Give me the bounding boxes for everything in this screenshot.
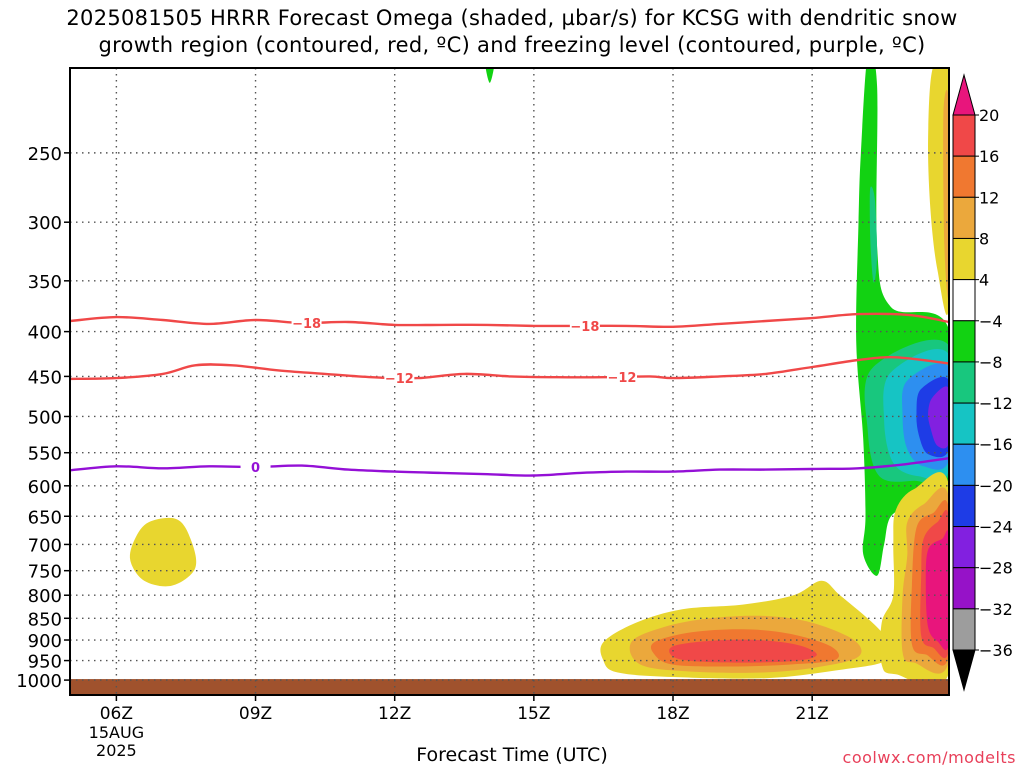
contour-label-bg-1-0 [384, 369, 415, 386]
colorbar-label-5: −4 [979, 312, 1003, 331]
colorbar-label-3: 8 [979, 229, 989, 248]
y-tick-label-350: 350 [28, 272, 62, 293]
colorbar-swatch-3 [952, 237, 976, 281]
omega-region-6 [869, 186, 878, 283]
x-axis-label: Forecast Time (UTC) [416, 744, 608, 766]
x-tick-label-09Z: 09Z [239, 704, 272, 724]
colorbar-swatch-0 [952, 114, 976, 157]
contour-label-bg-0-1 [569, 317, 600, 334]
x-tick-label-15Z: 15Z [517, 704, 550, 724]
y-tick-label-450: 450 [28, 367, 62, 388]
x-date-label-1: 2025 [96, 741, 137, 760]
omega-region-4 [669, 639, 817, 663]
x-date-label-0: 15AUG [89, 723, 144, 742]
colorbar-swatch-7 [952, 402, 976, 445]
colorbar-label-12: −32 [979, 600, 1013, 619]
y-tick-label-250: 250 [28, 144, 62, 165]
colorbar-swatch-12 [952, 608, 976, 651]
colorbar-swatch-6 [952, 361, 976, 404]
y-tick-label-400: 400 [28, 323, 62, 344]
colorbar-label-0: 20 [979, 106, 999, 125]
contour-0 [70, 457, 949, 477]
contour-label--12: −12 [385, 372, 414, 387]
y-tick-label-600: 600 [28, 477, 62, 498]
colorbar-label-1: 16 [979, 147, 999, 166]
contour-label--18: −18 [570, 320, 599, 335]
colorbar-swatch-8 [952, 443, 976, 486]
y-tick-label-500: 500 [28, 407, 62, 428]
y-tick-label-750: 750 [28, 562, 62, 583]
colorbar-swatch-10 [952, 526, 976, 569]
contour--18 [70, 312, 949, 329]
omega-region-11 [928, 386, 949, 449]
y-tick-label-300: 300 [28, 213, 62, 234]
colorbar-swatch-1 [952, 155, 976, 198]
surface-band [70, 679, 949, 695]
colorbar-swatch-4 [952, 279, 976, 322]
x-tick-label-06Z: 06Z [100, 704, 133, 724]
y-tick-label-700: 700 [28, 535, 62, 556]
colorbar-swatch-5 [952, 320, 976, 363]
contour-label-bg-2-0 [240, 458, 271, 475]
y-tick-label-1000: 1000 [16, 671, 62, 692]
colorbar-swatch-9 [952, 484, 976, 528]
x-tick-label-18Z: 18Z [656, 704, 689, 724]
grid-lines [70, 68, 949, 695]
colorbar-swatch-2 [952, 196, 976, 239]
chart-title-line-1: 2025081505 HRRR Forecast Omega (shaded, … [66, 6, 958, 30]
plot-frame [69, 67, 950, 696]
colorbar-swatch-11 [952, 567, 976, 610]
colorbar-bottom-arrow [952, 649, 976, 692]
contour-label-bg-1-1 [606, 368, 637, 385]
colorbar-label-6: −8 [979, 353, 1003, 372]
colorbar-top-arrow [952, 73, 976, 116]
contour-label-bg-0-0 [291, 314, 322, 331]
contour-label--12: −12 [607, 371, 636, 386]
contour-label-0: 0 [251, 461, 260, 476]
y-tick-label-650: 650 [28, 507, 62, 528]
colorbar-label-11: −28 [979, 559, 1013, 578]
axes: 2503003504004505005506006507007508008509… [16, 67, 950, 760]
y-tick-label-550: 550 [28, 444, 62, 465]
colorbar-label-7: −12 [979, 394, 1013, 413]
colorbar: 20 16 12 8 4 −4 −8 −12 −16 −20 −24 −28 −32 −36 [952, 73, 1013, 692]
colorbar-label-4: 4 [979, 271, 989, 290]
temperature-contours: −18 −18 −12 −12 0 [70, 312, 949, 477]
colorbar-label-8: −16 [979, 435, 1013, 454]
x-tick-label-21Z: 21Z [796, 704, 829, 724]
x-tick-label-12Z: 12Z [378, 704, 411, 724]
colorbar-label-9: −20 [979, 476, 1013, 495]
omega-shading [70, 68, 949, 695]
omega-region-18 [925, 530, 949, 651]
y-tick-label-850: 850 [28, 609, 62, 630]
omega-region-13 [943, 89, 949, 299]
y-tick-label-950: 950 [28, 652, 62, 673]
y-tick-label-800: 800 [28, 586, 62, 607]
omega-region-19 [485, 68, 494, 83]
colorbar-label-13: −36 [979, 641, 1013, 660]
source-credit: coolwx.com/modelts [842, 748, 1016, 767]
colorbar-label-10: −24 [979, 518, 1013, 537]
colorbar-label-2: 12 [979, 188, 999, 207]
contour--12 [70, 356, 949, 381]
contour-label--18: −18 [292, 317, 321, 332]
omega-region-0 [129, 517, 197, 587]
chart-title-line-2: growth region (contoured, red, ºC) and f… [98, 33, 926, 57]
y-tick-label-900: 900 [28, 631, 62, 652]
